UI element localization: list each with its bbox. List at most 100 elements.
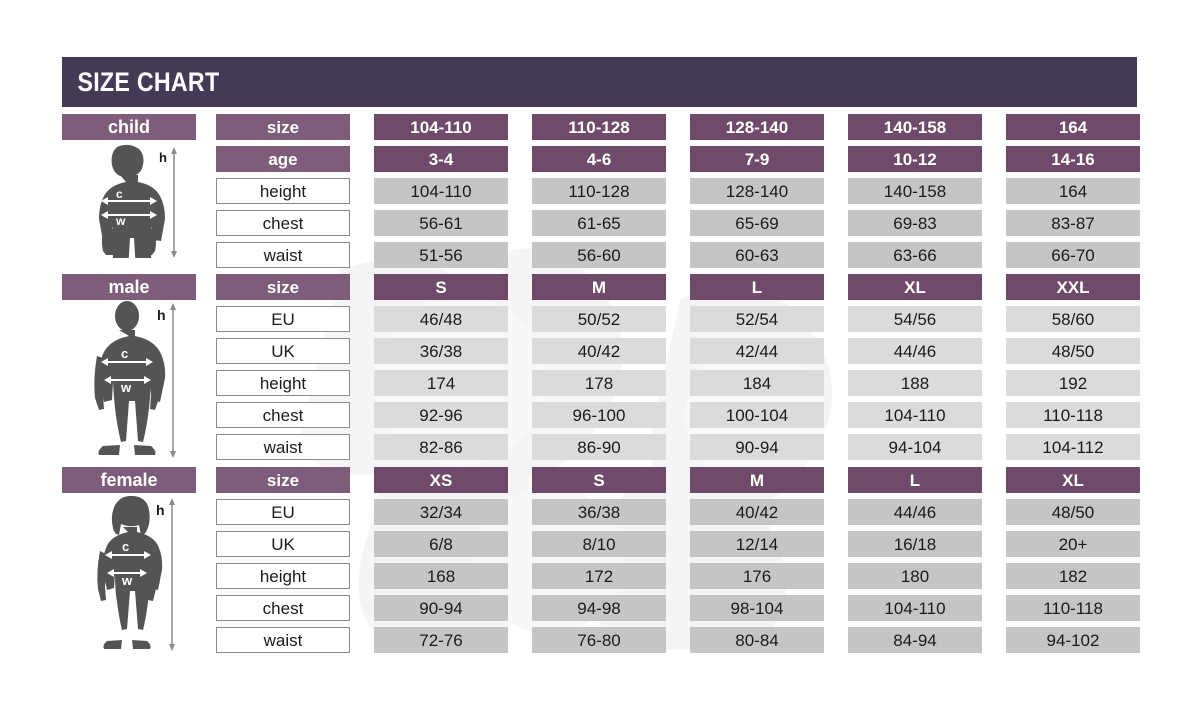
data-cell: 50/52: [532, 306, 666, 332]
column-header-cell: XXL: [1006, 274, 1140, 300]
data-cell: 180: [848, 563, 982, 589]
column-gap: [196, 306, 216, 332]
column-header-cell: 7-9: [690, 146, 824, 172]
column-gap: [824, 146, 848, 172]
column-gap: [824, 274, 848, 300]
column-gap: [196, 402, 216, 428]
column-gap: [666, 274, 690, 300]
column-gap: [982, 274, 1006, 300]
data-cell: 140-158: [848, 178, 982, 204]
column-gap: [666, 595, 690, 621]
column-gap: [350, 338, 374, 364]
data-cell: 98-104: [690, 595, 824, 621]
column-gap: [982, 338, 1006, 364]
data-cell: 94-104: [848, 434, 982, 460]
group-tag-child: child: [62, 114, 196, 140]
column-header-cell: 128-140: [690, 114, 824, 140]
column-gap: [350, 178, 374, 204]
table-row: chest 56-61 61-65 65-69 69-83 83-87: [62, 210, 1140, 236]
column-gap: [508, 531, 532, 557]
column-gap: [824, 434, 848, 460]
column-gap: [666, 467, 690, 493]
data-cell: 56-60: [532, 242, 666, 268]
column-gap: [196, 499, 216, 525]
waist-marker-label: w: [121, 573, 133, 588]
column-gap: [350, 114, 374, 140]
column-gap: [824, 338, 848, 364]
data-cell: 94-102: [1006, 627, 1140, 653]
column-header-cell: M: [690, 467, 824, 493]
column-gap: [666, 178, 690, 204]
table-row: height 168 172 176 180 182: [62, 563, 1140, 589]
data-cell: 20+: [1006, 531, 1140, 557]
title-bar: SIZE CHART: [62, 57, 1137, 107]
column-gap: [350, 402, 374, 428]
data-cell: 36/38: [532, 499, 666, 525]
column-gap: [196, 370, 216, 396]
column-gap: [666, 499, 690, 525]
column-gap: [196, 274, 216, 300]
row-header-label: age: [216, 146, 350, 172]
column-header-cell: L: [690, 274, 824, 300]
group-tag-female: female: [62, 467, 196, 493]
column-gap: [350, 146, 374, 172]
data-cell: 44/46: [848, 499, 982, 525]
column-gap: [508, 178, 532, 204]
data-cell: 32/34: [374, 499, 508, 525]
row-label-cell: chest: [216, 402, 350, 428]
data-cell: 58/60: [1006, 306, 1140, 332]
data-cell: 36/38: [374, 338, 508, 364]
data-cell: 61-65: [532, 210, 666, 236]
column-gap: [350, 563, 374, 589]
table-group-child: size 104-110 110-128 128-140 140-158 164 age 3-…: [62, 114, 1140, 274]
column-gap: [824, 114, 848, 140]
table-row: waist 82-86 86-90 90-94 94-104 104-112: [62, 434, 1140, 460]
data-cell: 188: [848, 370, 982, 396]
column-gap: [982, 210, 1006, 236]
column-header-cell: 110-128: [532, 114, 666, 140]
column-gap: [350, 370, 374, 396]
column-gap: [982, 627, 1006, 653]
column-gap: [350, 274, 374, 300]
column-gap: [666, 338, 690, 364]
data-cell: 104-110: [848, 595, 982, 621]
table-row: size 104-110 110-128 128-140 140-158 164: [62, 114, 1140, 140]
child-figure-container: c w h: [62, 143, 196, 258]
column-gap: [982, 306, 1006, 332]
column-gap: [666, 306, 690, 332]
data-cell: 168: [374, 563, 508, 589]
height-marker-label: h: [159, 150, 167, 165]
table-row: height 174 178 184 188 192: [62, 370, 1140, 396]
data-cell: 100-104: [690, 402, 824, 428]
data-cell: 104-112: [1006, 434, 1140, 460]
row-header-label: size: [216, 114, 350, 140]
column-gap: [666, 146, 690, 172]
male-figure-container: c w h: [62, 300, 196, 460]
table-group-female: size XS S M L XL EU 32/34 36/38 40/42 44/46 48/50 UK…: [62, 467, 1140, 659]
column-gap: [62, 338, 196, 364]
column-gap: [824, 242, 848, 268]
column-header-cell: 4-6: [532, 146, 666, 172]
column-gap: [350, 242, 374, 268]
table-row: waist 72-76 76-80 80-84 84-94 94-102: [62, 627, 1140, 653]
row-label-cell: height: [216, 370, 350, 396]
data-cell: 72-76: [374, 627, 508, 653]
column-gap: [508, 467, 532, 493]
column-header-cell: M: [532, 274, 666, 300]
column-header-cell: 10-12: [848, 146, 982, 172]
column-gap: [666, 531, 690, 557]
column-gap: [62, 627, 196, 653]
data-cell: 16/18: [848, 531, 982, 557]
column-gap: [196, 595, 216, 621]
column-gap: [982, 146, 1006, 172]
column-gap: [62, 114, 196, 140]
data-cell: 12/14: [690, 531, 824, 557]
child-silhouette: c w h: [99, 144, 177, 258]
column-gap: [508, 242, 532, 268]
data-cell: 65-69: [690, 210, 824, 236]
column-gap: [196, 178, 216, 204]
data-cell: 84-94: [848, 627, 982, 653]
data-cell: 192: [1006, 370, 1140, 396]
column-gap: [508, 146, 532, 172]
column-gap: [196, 210, 216, 236]
